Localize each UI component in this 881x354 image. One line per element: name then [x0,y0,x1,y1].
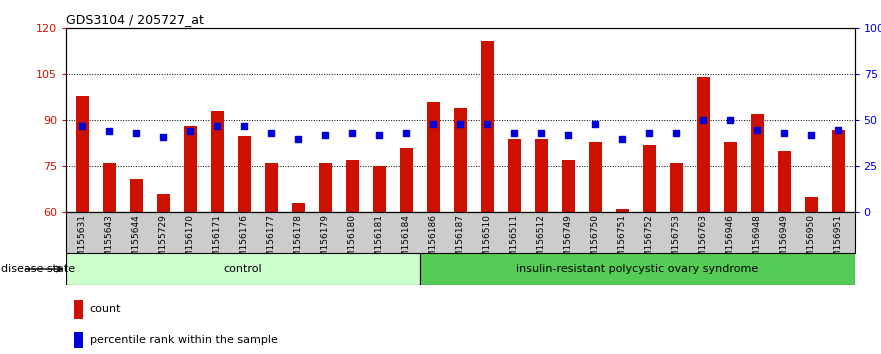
Text: GSM156951: GSM156951 [834,215,843,269]
Text: GSM156751: GSM156751 [618,215,627,269]
Point [264,130,278,136]
Bar [778,151,791,212]
Bar [238,136,251,212]
Point [507,130,522,136]
Point [642,130,656,136]
Point [318,132,332,138]
Point [237,123,251,129]
Text: GSM155729: GSM155729 [159,215,167,269]
Bar [183,126,197,212]
Bar [345,160,359,212]
Bar [832,130,845,212]
Text: GSM156949: GSM156949 [780,215,788,269]
Point [832,127,846,132]
Text: percentile rank within the sample: percentile rank within the sample [90,335,278,345]
Text: GSM156170: GSM156170 [186,215,195,269]
Bar [157,194,170,212]
Bar [211,111,224,212]
Text: GSM156181: GSM156181 [374,215,384,269]
Bar [130,179,143,212]
Point [670,130,684,136]
Point [399,130,413,136]
Text: GSM156750: GSM156750 [591,215,600,269]
Bar [697,78,710,212]
Bar [426,102,440,212]
Bar [561,160,575,212]
Text: disease state: disease state [1,264,75,274]
Bar [670,163,683,212]
Text: insulin-resistant polycystic ovary syndrome: insulin-resistant polycystic ovary syndr… [516,264,759,274]
Point [426,121,440,127]
Point [373,132,387,138]
Point [345,130,359,136]
Bar [74,300,84,319]
Bar [751,114,764,212]
Bar [264,163,278,212]
Bar [400,148,413,212]
Text: GSM156178: GSM156178 [293,215,303,269]
Bar [319,163,332,212]
Text: count: count [90,304,122,314]
Text: GSM156512: GSM156512 [537,215,546,269]
Text: GSM156752: GSM156752 [645,215,654,269]
Point [561,132,575,138]
Text: GSM155631: GSM155631 [78,215,86,269]
Text: GSM156749: GSM156749 [564,215,573,269]
Text: GSM156180: GSM156180 [348,215,357,269]
Point [615,136,629,142]
Text: control: control [224,264,263,274]
Point [211,123,225,129]
Text: GSM156946: GSM156946 [726,215,735,269]
Bar [804,197,818,212]
Point [777,130,791,136]
Point [589,121,603,127]
Point [696,118,710,123]
Bar [723,142,737,212]
Point [534,130,548,136]
Text: GSM156176: GSM156176 [240,215,248,269]
Text: GSM156950: GSM156950 [807,215,816,269]
Bar [507,139,521,212]
Bar [480,41,494,212]
Bar [76,96,89,212]
Point [130,130,144,136]
Point [453,121,467,127]
Point [804,132,818,138]
Point [156,134,170,140]
Bar [535,139,548,212]
Point [292,136,306,142]
Bar [589,142,602,212]
Bar [642,145,656,212]
Bar [66,253,419,285]
Point [480,121,494,127]
Point [75,123,89,129]
Bar [373,166,386,212]
Bar [419,253,855,285]
Point [751,127,765,132]
Text: GSM156187: GSM156187 [455,215,465,269]
Text: GSM156763: GSM156763 [699,215,707,269]
Point [183,129,197,134]
Text: GSM156171: GSM156171 [213,215,222,269]
Text: GSM156186: GSM156186 [429,215,438,269]
Text: GSM156510: GSM156510 [483,215,492,269]
Text: GDS3104 / 205727_at: GDS3104 / 205727_at [66,13,204,26]
Text: GSM156184: GSM156184 [402,215,411,269]
Text: GSM156948: GSM156948 [753,215,762,269]
Text: GSM156177: GSM156177 [267,215,276,269]
Bar [292,203,305,212]
Bar [454,108,467,212]
Text: GSM155643: GSM155643 [105,215,114,269]
Bar [616,209,629,212]
Text: GSM156753: GSM156753 [672,215,681,269]
Bar [74,332,84,348]
Point [723,118,737,123]
Point [102,129,116,134]
Text: GSM156179: GSM156179 [321,215,329,269]
Text: GSM155644: GSM155644 [132,215,141,269]
Text: GSM156511: GSM156511 [510,215,519,269]
Bar [102,163,116,212]
